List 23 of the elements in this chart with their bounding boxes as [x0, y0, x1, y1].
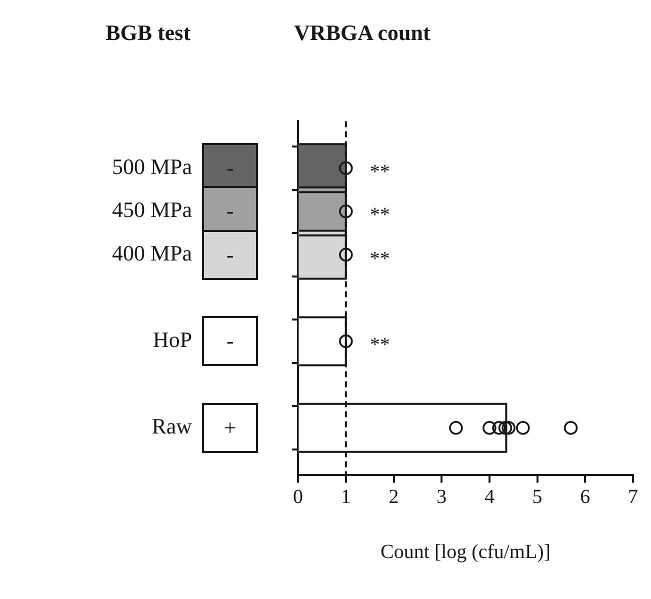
data-label: **	[370, 333, 390, 358]
x-tick-label: 1	[340, 486, 351, 508]
y-tick-label: HoP	[152, 327, 192, 352]
data-label: **	[370, 203, 390, 228]
data-label: **	[370, 160, 390, 184]
y-tick-label: 400 MPa	[112, 240, 192, 266]
x-tick-label: 5	[532, 486, 542, 508]
result-box: -	[202, 230, 258, 280]
result-box: -	[202, 316, 258, 366]
data-label: **	[370, 246, 390, 271]
x-tick-label: 3	[436, 486, 447, 508]
chart-title: VRBGA count	[294, 20, 430, 46]
y-tick-label: 500 MPa	[112, 154, 192, 179]
text: BGB test	[104, 20, 192, 46]
x-tick-label: 6	[580, 486, 590, 508]
y-tick-label: 450 MPa	[112, 197, 192, 222]
x-axis-title: Count [log (cfu/mL)]	[380, 541, 551, 564]
x-tick-label: 2	[388, 486, 399, 508]
result-box: +	[202, 402, 258, 453]
x-tick-label: 7	[628, 486, 638, 508]
y-tick-label: Raw	[152, 414, 192, 439]
x-tick-label: 4	[484, 486, 494, 508]
x-tick-label: 0	[293, 486, 304, 508]
